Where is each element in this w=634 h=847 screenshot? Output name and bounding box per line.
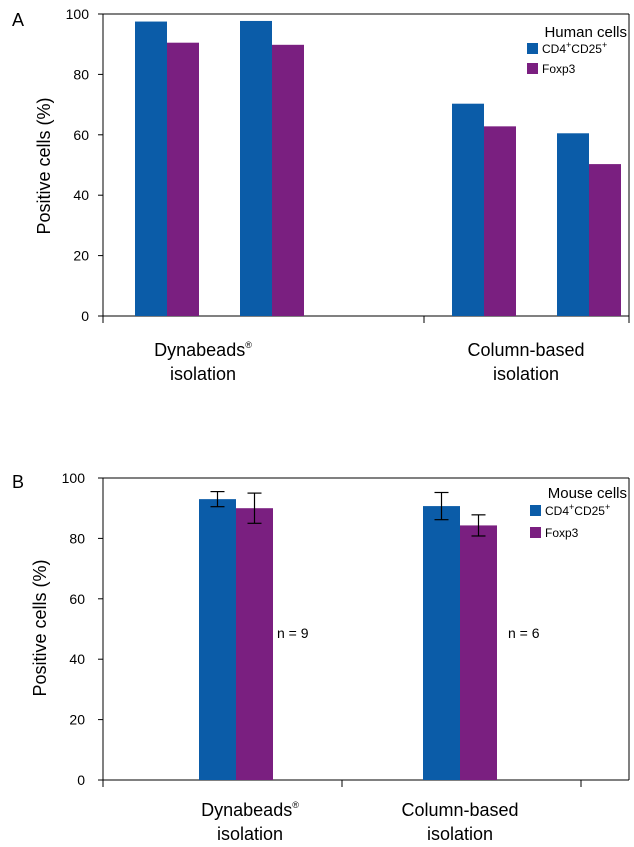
- panel-b-error-bar-foxp3-group2: [471, 514, 486, 537]
- panel-b-error-bar-cd4-group2: [434, 491, 449, 521]
- panel-a-y-axis-label: Positive cells (%): [34, 97, 54, 234]
- panel-b-ytick-label: 80: [69, 530, 85, 546]
- panel-b-legend-label-foxp3: Foxp3: [545, 526, 579, 540]
- category-line1: Dynabeads: [154, 340, 245, 360]
- panel-b-ytick-label: 40: [69, 651, 85, 667]
- registered-mark: ®: [245, 340, 252, 350]
- panel-a-legend: Human cells CD4+CD25+ Foxp3: [527, 24, 627, 76]
- panel-b-legend-title: Mouse cells: [548, 485, 627, 502]
- legend-text: CD4: [545, 504, 569, 518]
- panel-b-category-label-column-line2: isolation: [427, 824, 493, 844]
- legend-sup: +: [569, 502, 574, 512]
- legend-text: CD25: [574, 504, 605, 518]
- panel-a-category-label-dynabeads-line2: isolation: [170, 364, 236, 384]
- panel-b-category-label-column: Column-based: [401, 800, 518, 820]
- panel-a-bar-foxp3-group4: [589, 164, 621, 316]
- panel-b-legend-label-cd4: CD4+CD25+: [545, 502, 610, 518]
- panel-b-legend: Mouse cells CD4+CD25+ Foxp3: [530, 485, 627, 540]
- legend-sup: +: [566, 40, 571, 50]
- category-line1: Dynabeads: [201, 800, 292, 820]
- registered-mark: ®: [292, 800, 299, 810]
- panel-a-y-ticks: 0 20 40 60 80 100: [66, 6, 103, 324]
- panel-a-bars: [135, 20, 621, 317]
- panel-b-category-label-dynabeads: Dynabeads®: [201, 800, 299, 820]
- panel-a-category-label-dynabeads: Dynabeads®: [154, 340, 252, 360]
- panel-a-bar-cd4-group1: [135, 21, 167, 317]
- panel-a-bar-cd4-group3: [452, 103, 484, 316]
- panel-a-ytick-label: 20: [73, 248, 89, 264]
- panel-b-bar-foxp3-group2: [460, 525, 497, 780]
- panel-b-bar-cd4-group2: [423, 506, 460, 780]
- panel-b-error-bar-foxp3-group1: [247, 492, 262, 524]
- panel-b-ytick-label: 60: [69, 591, 85, 607]
- panel-b-annotation-n9: n = 9: [277, 625, 309, 641]
- panel-a-legend-label-foxp3: Foxp3: [542, 62, 576, 76]
- panel-a-bar-cd4-group2: [240, 20, 272, 317]
- panel-b-y-axis-label: Positive cells (%): [30, 559, 50, 696]
- panel-a-bar-foxp3-group3: [484, 126, 516, 317]
- panel-b-label: B: [12, 472, 24, 492]
- panel-a-legend-swatch-foxp3: [527, 63, 538, 74]
- panel-b-error-bar-cd4-group1: [210, 490, 225, 508]
- panel-b-legend-swatch-foxp3: [530, 527, 541, 538]
- panel-a-ytick-label: 60: [73, 127, 89, 143]
- panel-a-ytick-label: 0: [81, 308, 89, 324]
- panel-a-category-label-column: Column-based: [467, 340, 584, 360]
- panel-b: B Positive cells (%) 0 20 40 60 80 100: [12, 470, 630, 844]
- panel-b-y-ticks: 0 20 40 60 80 100: [62, 470, 103, 788]
- legend-text: CD25: [571, 42, 602, 56]
- panel-a-legend-label-cd4: CD4+CD25+: [542, 40, 607, 56]
- panel-a-ytick-label: 40: [73, 187, 89, 203]
- panel-a-label: A: [12, 10, 24, 30]
- panel-b-category-label-dynabeads-line2: isolation: [217, 824, 283, 844]
- panel-b-ytick-label: 0: [77, 772, 85, 788]
- panel-b-bars: [199, 490, 497, 780]
- panel-a-bar-foxp3-group2: [272, 44, 304, 316]
- panel-b-bar-cd4-group1: [199, 499, 236, 780]
- panel-b-ytick-label: 20: [69, 712, 85, 728]
- panel-b-ytick-label: 100: [62, 470, 86, 486]
- panel-a: A Positive cells (%) 0 20 40 60 80 100: [12, 6, 630, 384]
- legend-text: CD4: [542, 42, 566, 56]
- panel-b-bar-foxp3-group1: [236, 508, 273, 780]
- panel-a-legend-title: Human cells: [544, 24, 627, 41]
- legend-sup: +: [605, 502, 610, 512]
- panel-a-legend-swatch-cd4: [527, 43, 538, 54]
- panel-a-ytick-label: 80: [73, 66, 89, 82]
- panel-b-legend-swatch-cd4: [530, 505, 541, 516]
- legend-sup: +: [602, 40, 607, 50]
- panel-a-bar-cd4-group4: [557, 133, 589, 316]
- panel-b-annotation-n6: n = 6: [508, 625, 540, 641]
- panel-a-bar-foxp3-group1: [167, 42, 199, 316]
- panel-a-category-label-column-line2: isolation: [493, 364, 559, 384]
- panel-a-ytick-label: 100: [66, 6, 90, 22]
